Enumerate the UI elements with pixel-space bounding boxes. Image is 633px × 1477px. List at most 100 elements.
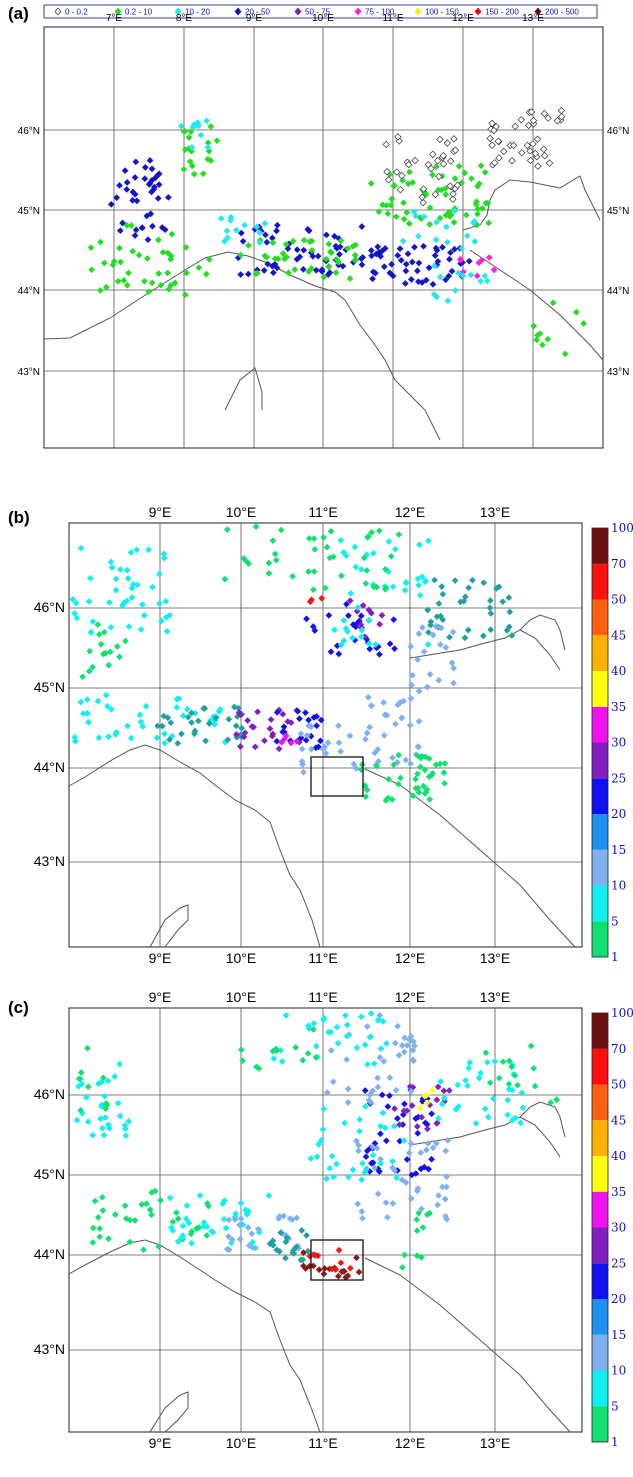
station-marker	[105, 661, 113, 669]
study-area-box	[310, 756, 364, 797]
station-marker	[341, 1119, 348, 1127]
station-marker	[352, 764, 360, 772]
station-marker	[361, 1087, 369, 1094]
station-marker	[381, 711, 389, 719]
station-marker	[391, 1039, 399, 1047]
station-marker	[392, 1086, 400, 1094]
station-marker	[514, 1081, 522, 1089]
station-marker	[414, 1185, 422, 1193]
colorbar-segment	[592, 849, 608, 886]
station-marker	[436, 641, 444, 649]
station-marker	[188, 709, 195, 717]
lat-tick-label: 45°N	[18, 206, 40, 217]
station-marker	[553, 117, 562, 125]
station-marker	[89, 618, 97, 625]
station-marker	[420, 782, 427, 790]
station-marker	[426, 670, 434, 678]
station-marker	[481, 169, 489, 176]
station-marker	[314, 252, 322, 260]
station-marker	[445, 208, 453, 216]
station-marker	[511, 1114, 519, 1122]
station-marker	[181, 291, 189, 299]
station-marker	[478, 204, 486, 212]
station-marker	[256, 239, 264, 246]
colorbar-segment	[592, 885, 608, 922]
station-marker	[400, 199, 407, 207]
lon-tick-label: 13°E	[522, 13, 544, 24]
station-marker	[451, 175, 459, 182]
station-marker	[340, 617, 348, 624]
colorbar-segment	[592, 814, 608, 850]
station-marker	[379, 1109, 387, 1117]
station-marker	[432, 1139, 440, 1147]
station-marker	[428, 1155, 435, 1163]
station-marker	[394, 133, 402, 141]
coastline	[364, 1257, 571, 1433]
map-a: 0 - 0.2 0.2 - 10 10 - 20 20 - 50 50 - 75 75 -…	[18, 4, 629, 449]
station-marker	[146, 157, 154, 164]
station-marker	[154, 722, 162, 730]
station-marker	[269, 537, 277, 545]
station-marker	[354, 604, 362, 611]
station-marker	[480, 579, 488, 587]
station-marker	[420, 213, 428, 220]
station-marker	[300, 246, 308, 254]
station-marker	[200, 705, 208, 712]
station-marker	[362, 1153, 370, 1161]
station-marker	[484, 1113, 492, 1121]
station-marker	[128, 594, 136, 601]
station-marker	[91, 1197, 99, 1205]
lon-tick-label: 10°E	[312, 13, 334, 24]
station-marker	[244, 270, 252, 278]
station-marker	[322, 255, 330, 263]
station-marker	[444, 1136, 452, 1144]
station-marker	[432, 236, 440, 244]
station-marker	[396, 185, 405, 194]
station-marker	[137, 718, 145, 726]
station-marker	[545, 159, 554, 167]
lon-tick-label: 7°E	[106, 13, 123, 24]
station-marker	[141, 175, 149, 183]
station-marker	[557, 106, 566, 115]
station-marker	[384, 794, 392, 802]
station-marker	[203, 1232, 211, 1239]
station-marker	[237, 1215, 245, 1223]
station-marker	[111, 1211, 119, 1218]
station-marker	[89, 1224, 97, 1232]
station-marker	[430, 262, 438, 270]
station-marker	[408, 681, 416, 689]
station-marker	[421, 578, 429, 586]
station-marker	[105, 1235, 112, 1243]
station-marker	[313, 1153, 321, 1161]
station-marker	[343, 1032, 351, 1040]
station-marker	[188, 1239, 196, 1247]
lon-tick-label: 10°E	[226, 989, 257, 1005]
lon-tick-label: 9°E	[246, 13, 263, 24]
station-marker	[206, 256, 213, 263]
station-marker	[238, 724, 246, 732]
colorbar-segment	[592, 778, 608, 814]
colorbar-segment	[592, 635, 608, 671]
station-marker	[237, 1046, 245, 1054]
station-marker	[374, 1017, 382, 1024]
station-marker	[442, 644, 450, 651]
station-marker	[449, 195, 457, 203]
station-marker	[139, 601, 146, 608]
station-marker	[72, 599, 80, 607]
station-marker	[291, 266, 299, 274]
station-marker	[326, 1164, 334, 1172]
station-marker	[505, 1080, 513, 1088]
station-marker	[363, 729, 371, 737]
station-marker	[195, 122, 202, 130]
station-marker	[145, 288, 152, 296]
station-marker	[302, 709, 309, 717]
station-marker	[436, 135, 444, 144]
station-marker	[451, 207, 459, 215]
colorbar-label: 45	[611, 628, 626, 642]
station-marker	[488, 141, 496, 149]
station-marker	[371, 1164, 379, 1172]
station-marker	[335, 650, 343, 658]
lat-tick-label: 43°N	[34, 1341, 65, 1357]
station-marker	[420, 242, 427, 250]
station-marker	[340, 637, 348, 645]
